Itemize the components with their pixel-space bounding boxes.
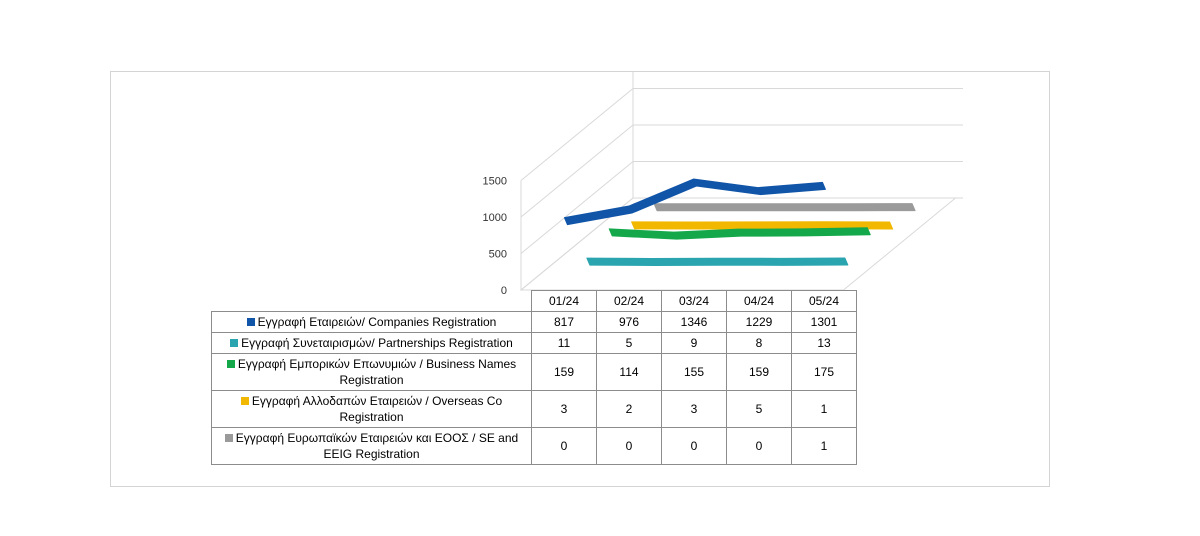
table-body: Εγγραφή Εταιρειών/ Companies Registratio… bbox=[211, 311, 857, 465]
legend-swatch bbox=[230, 339, 239, 347]
data-cell: 114 bbox=[596, 353, 662, 391]
data-cell: 175 bbox=[791, 353, 857, 391]
series-label: Εγγραφή Αλλοδαπών Εταιρειών / Overseas C… bbox=[211, 390, 532, 428]
data-cell: 1301 bbox=[791, 311, 857, 333]
category-header: 05/24 bbox=[791, 290, 857, 312]
table-row: Εγγραφή Εμπορικών Επωνυμιών / Business N… bbox=[211, 353, 857, 391]
series-ribbon bbox=[608, 227, 871, 240]
legend-swatch bbox=[246, 318, 255, 326]
data-table: 01/24 02/24 03/24 04/24 05/24 Εγγραφή Ετ… bbox=[211, 290, 857, 465]
series-ribbon bbox=[586, 257, 849, 267]
data-cell: 1 bbox=[791, 390, 857, 428]
left-wall-gridline bbox=[520, 88, 634, 181]
chart-frame: 0 500 1000 1500 01/24 02/24 03/24 04/24 05/… bbox=[110, 71, 1050, 487]
data-cell: 1229 bbox=[726, 311, 792, 333]
legend-swatch bbox=[226, 360, 235, 368]
legend-swatch bbox=[240, 397, 249, 405]
series-name: Εγγραφή Αλλοδαπών Εταιρειών / Overseas C… bbox=[251, 394, 503, 424]
data-cell: 2 bbox=[596, 390, 662, 428]
category-header: 01/24 bbox=[531, 290, 597, 312]
data-cell: 11 bbox=[531, 332, 597, 354]
table-row: Εγγραφή Συνεταιρισμών/ Partnerships Regi… bbox=[211, 332, 857, 354]
series-name: Εγγραφή Ευρωπαϊκών Εταιρειών και ΕΟΟΣ / … bbox=[235, 431, 519, 461]
category-header: 04/24 bbox=[726, 290, 792, 312]
data-cell: 5 bbox=[596, 332, 662, 354]
series-label: Εγγραφή Εμπορικών Επωνυμιών / Business N… bbox=[211, 353, 532, 391]
category-header: 03/24 bbox=[661, 290, 727, 312]
table-row: Εγγραφή Ευρωπαϊκών Εταιρειών και ΕΟΟΣ / … bbox=[211, 427, 857, 465]
data-cell: 0 bbox=[661, 427, 727, 465]
data-cell: 9 bbox=[661, 332, 727, 354]
data-cell: 0 bbox=[596, 427, 662, 465]
data-cell: 817 bbox=[531, 311, 597, 333]
chart-plot: 0 500 1000 1500 bbox=[483, 72, 963, 297]
series-ribbon bbox=[653, 203, 916, 212]
data-cell: 1 bbox=[791, 427, 857, 465]
data-cell: 5 bbox=[726, 390, 792, 428]
data-cell: 155 bbox=[661, 353, 727, 391]
series-ribbon bbox=[563, 178, 826, 226]
left-wall-gridline bbox=[520, 161, 634, 254]
data-cell: 13 bbox=[791, 332, 857, 354]
data-cell: 3 bbox=[661, 390, 727, 428]
series-ribbon bbox=[631, 221, 894, 230]
series-name: Εγγραφή Συνεταιρισμών/ Partnerships Regi… bbox=[241, 336, 513, 350]
data-cell: 159 bbox=[726, 353, 792, 391]
table-row: Εγγραφή Εταιρειών/ Companies Registratio… bbox=[211, 311, 857, 333]
legend-swatch bbox=[224, 434, 233, 442]
data-cell: 0 bbox=[726, 427, 792, 465]
floor-outline bbox=[519, 197, 957, 291]
left-wall-gridline bbox=[520, 124, 634, 218]
table-corner bbox=[212, 291, 532, 312]
y-tick-label: 0 bbox=[501, 285, 507, 297]
data-cell: 976 bbox=[596, 311, 662, 333]
table-header-row: 01/24 02/24 03/24 04/24 05/24 bbox=[212, 290, 857, 312]
series-label: Εγγραφή Ευρωπαϊκών Εταιρειών και ΕΟΟΣ / … bbox=[211, 427, 532, 465]
data-cell: 3 bbox=[531, 390, 597, 428]
series-label: Εγγραφή Εταιρειών/ Companies Registratio… bbox=[211, 311, 532, 333]
y-tick-label: 1000 bbox=[483, 212, 507, 224]
category-header: 02/24 bbox=[596, 290, 662, 312]
data-cell: 1346 bbox=[661, 311, 727, 333]
data-cell: 0 bbox=[531, 427, 597, 465]
y-tick-label: 1500 bbox=[483, 176, 507, 188]
series-label: Εγγραφή Συνεταιρισμών/ Partnerships Regi… bbox=[211, 332, 532, 354]
series-name: Εγγραφή Εμπορικών Επωνυμιών / Business N… bbox=[237, 357, 517, 387]
data-cell: 159 bbox=[531, 353, 597, 391]
series-name: Εγγραφή Εταιρειών/ Companies Registratio… bbox=[257, 315, 497, 329]
y-tick-label: 500 bbox=[489, 249, 507, 261]
table-row: Εγγραφή Αλλοδαπών Εταιρειών / Overseas C… bbox=[211, 390, 857, 428]
data-cell: 8 bbox=[726, 332, 792, 354]
